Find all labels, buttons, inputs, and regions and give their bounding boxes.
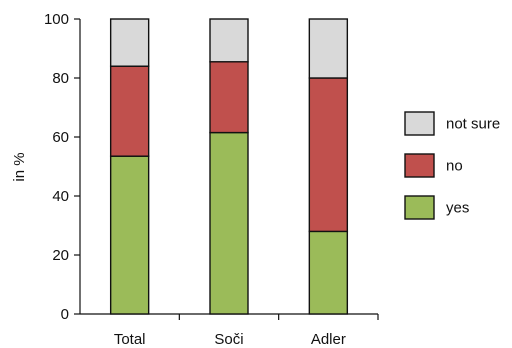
bar-segment-yes-total xyxy=(109,155,150,315)
legend-swatch-yes xyxy=(404,195,435,220)
y-axis-label: in % xyxy=(11,152,28,181)
bar-segment-no-adler xyxy=(308,77,349,233)
y-tick-label: 100 xyxy=(44,11,69,28)
legend-swatch-not-sure xyxy=(404,111,435,136)
x-category-label: Soči xyxy=(214,331,243,348)
legend-label: yes xyxy=(446,200,469,217)
y-tick-label: 60 xyxy=(52,129,69,146)
bar-segment-yes-soči xyxy=(209,131,249,315)
y-tick-label: 80 xyxy=(52,70,69,87)
bar-segment-no-total xyxy=(109,65,150,157)
legend-label: no xyxy=(446,158,463,175)
legend-swatch-no xyxy=(404,153,435,178)
x-axis: Total Soči Adler xyxy=(80,313,379,348)
bar-segment-yes-adler xyxy=(308,230,349,315)
y-axis: 0 20 40 60 80 100 xyxy=(44,11,81,323)
bar-segment-no-soči xyxy=(209,61,249,134)
bar-segment-not-sure-soči xyxy=(209,18,249,63)
bar-segment-not-sure-total xyxy=(109,18,150,67)
y-tick-label: 0 xyxy=(61,306,69,323)
y-tick-label: 20 xyxy=(52,247,69,264)
x-category-label: Adler xyxy=(311,331,346,348)
legend: not sure no yes xyxy=(404,111,500,220)
y-tick-label: 40 xyxy=(52,188,69,205)
bar-segment-not-sure-adler xyxy=(308,18,349,79)
x-category-label: Total xyxy=(114,331,146,348)
legend-label: not sure xyxy=(446,116,500,133)
bars xyxy=(109,18,349,315)
